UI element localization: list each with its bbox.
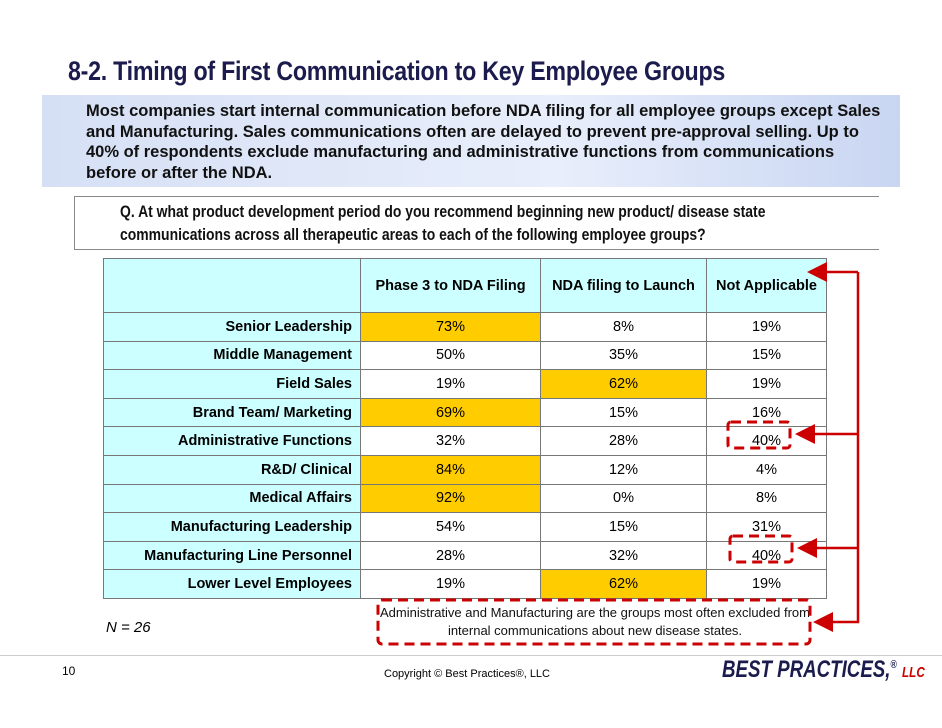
bracket (813, 272, 860, 632)
question: Q. At what product development period do… (120, 202, 766, 244)
row-label: Lower Level Employees (103, 569, 361, 599)
row-label: Field Sales (103, 369, 361, 399)
row-label: Senior Leadership (103, 312, 361, 342)
table-cell: 62% (540, 369, 707, 399)
table-cell: 73% (360, 312, 541, 342)
table-cell: 62% (540, 569, 707, 599)
page-number: 10 (62, 664, 76, 678)
summary: Most companies start internal communicat… (86, 102, 881, 182)
footer-rule (0, 655, 942, 656)
row-label: Brand Team/ Marketing (103, 397, 361, 428)
header-cell: NDA filing to Launch (540, 258, 707, 313)
summary-box (42, 95, 900, 187)
logo: BEST PRACTICES,® LLC (722, 656, 925, 684)
row-label: R&D/ Clinical (103, 455, 361, 485)
slide-title: 8-2. Timing of First Communication to Ke… (68, 56, 726, 86)
callout-box (376, 598, 812, 646)
row-label: Medical Affairs (103, 483, 361, 514)
highlight-box (728, 534, 794, 564)
table-cell: 19% (706, 569, 827, 599)
logo-suffix: LLC (902, 664, 925, 681)
callout: Administrative and Manufacturing are the… (380, 605, 810, 638)
question-box (74, 196, 879, 250)
highlight-box (726, 420, 792, 450)
copyright: Copyright © Best Practices®, LLC (384, 668, 550, 680)
header-cell (103, 258, 361, 313)
sample-size: N = 26 (106, 619, 151, 636)
header-cell: Not Applicable (706, 258, 827, 313)
header-cell: Phase 3 to NDA Filing (360, 258, 541, 313)
logo-registered: ® (890, 659, 897, 671)
logo-name: BEST PRACTICES, (722, 656, 891, 683)
table-cell: 92% (360, 483, 541, 514)
table-cell: 84% (360, 455, 541, 485)
